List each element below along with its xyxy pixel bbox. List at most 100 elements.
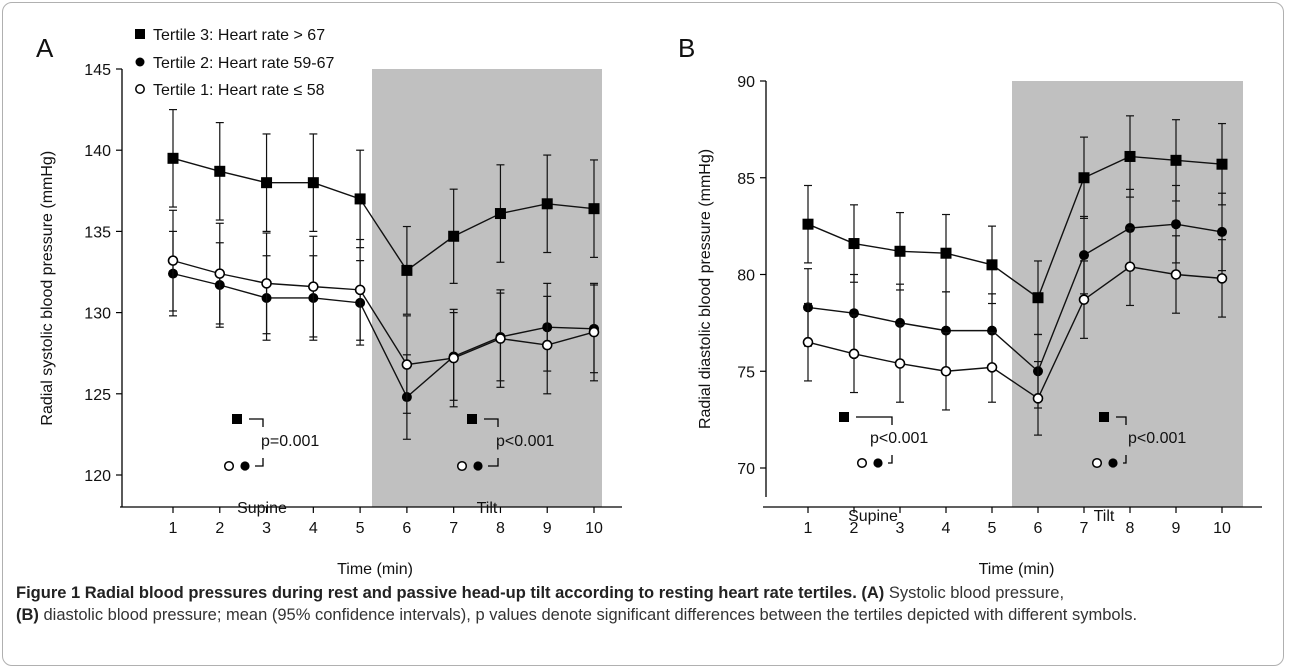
data-point xyxy=(588,203,600,215)
y-tick-label: 80 xyxy=(737,268,755,285)
data-point xyxy=(401,359,413,370)
data-point xyxy=(167,255,179,266)
data-point xyxy=(848,348,860,360)
y-tick-label: 120 xyxy=(84,468,111,485)
x-tick-label: 10 xyxy=(585,520,603,537)
y-axis-label: Radial diastolic blood pressure (mmHg) xyxy=(697,149,714,429)
series-line xyxy=(807,223,1223,373)
region-label-supine: Supine xyxy=(237,500,287,517)
annotation-bracket xyxy=(249,418,264,427)
annotation-open-circle-marker xyxy=(456,460,468,472)
data-point xyxy=(214,165,226,177)
x-tick-label: 10 xyxy=(1213,520,1231,537)
annotation-bracket xyxy=(1123,455,1127,464)
data-point xyxy=(261,177,273,189)
data-point xyxy=(495,333,506,344)
chart-panel-a: 120 125 130 135 140 145 1 2 3 4 5 6 7 8 9 10 Time (min) R… xyxy=(36,27,622,578)
annotation-square-marker xyxy=(839,412,849,422)
data-point xyxy=(802,218,814,230)
x-tick-label: 6 xyxy=(1034,520,1043,537)
data-point xyxy=(448,352,459,364)
tilt-shaded-region xyxy=(372,69,602,507)
data-point xyxy=(894,358,906,369)
caption-title: Figure 1 Radial blood pressures during r… xyxy=(16,584,857,602)
annotation-bracket xyxy=(888,455,893,464)
caption-part-b-text: diastolic blood pressure; mean (95% conf… xyxy=(38,606,1138,624)
annotation-open-circle-marker xyxy=(856,457,868,469)
y-tick-label: 85 xyxy=(737,171,755,188)
data-point xyxy=(1078,294,1090,305)
data-point xyxy=(1170,154,1182,166)
y-tick-label: 75 xyxy=(737,364,755,381)
x-tick-label: 3 xyxy=(262,520,271,537)
y-axis-label: Radial systolic blood pressure (mmHg) xyxy=(39,151,56,426)
x-tick-label: 4 xyxy=(942,520,951,537)
p-value-annotation: p<0.001 xyxy=(839,412,928,469)
caption-part-a-label: (A) xyxy=(861,584,885,602)
x-tick-label: 9 xyxy=(543,520,552,537)
y-tick-label: 130 xyxy=(84,306,111,323)
x-tick-label: 1 xyxy=(169,520,178,537)
x-tick-label: 3 xyxy=(896,520,905,537)
annotation-bracket xyxy=(856,416,893,425)
annotation-bracket xyxy=(255,458,264,467)
legend-entry-label: Tertile 3: Heart rate > 67 xyxy=(153,27,325,44)
legend-square-marker xyxy=(135,29,145,39)
data-point xyxy=(214,268,226,279)
annotation-bracket xyxy=(1116,416,1127,425)
series-tertile-1 xyxy=(802,227,1228,436)
data-point xyxy=(1124,150,1136,162)
data-point xyxy=(1171,219,1181,230)
y-tick-label: 70 xyxy=(737,461,755,478)
data-point xyxy=(448,230,460,242)
data-point xyxy=(167,152,179,164)
annotation-bracket xyxy=(488,458,499,467)
panel-label: B xyxy=(678,33,695,63)
x-tick-label: 8 xyxy=(1126,520,1135,537)
data-point xyxy=(802,336,814,348)
legend-entry-label: Tertile 2: Heart rate 59-67 xyxy=(153,55,335,72)
annotation-filled-circle-marker xyxy=(1108,458,1118,468)
panel-label: A xyxy=(36,33,54,63)
data-point xyxy=(894,245,906,257)
x-tick-label: 2 xyxy=(215,520,224,537)
x-tick-label: 7 xyxy=(449,520,458,537)
data-point xyxy=(1217,226,1227,237)
annotation-square-marker xyxy=(1099,412,1109,422)
data-point xyxy=(1032,393,1044,404)
data-point xyxy=(986,259,998,271)
x-axis-label: Time (min) xyxy=(337,561,413,578)
x-tick-label: 5 xyxy=(988,520,997,537)
p-value-label: p<0.001 xyxy=(870,430,928,447)
x-tick-label: 5 xyxy=(356,520,365,537)
data-point xyxy=(354,193,366,205)
series-tertile-1 xyxy=(167,209,600,414)
series-tertile-3 xyxy=(167,108,600,315)
data-point xyxy=(1124,261,1136,273)
data-point xyxy=(986,362,998,373)
p-value-label: p<0.001 xyxy=(496,433,554,450)
series-line xyxy=(807,266,1223,400)
series-line xyxy=(172,259,595,366)
region-label-tilt: Tilt xyxy=(477,500,498,517)
data-point xyxy=(308,281,319,292)
x-tick-label: 2 xyxy=(850,520,859,537)
x-tick-label: 4 xyxy=(309,520,318,537)
x-tick-label: 7 xyxy=(1080,520,1089,537)
data-point xyxy=(1078,172,1090,184)
data-point xyxy=(1216,273,1228,284)
data-point xyxy=(494,208,506,220)
p-value-annotation: p<0.001 xyxy=(1091,412,1186,469)
data-point xyxy=(940,365,952,377)
y-tick-label: 140 xyxy=(84,143,111,160)
x-tick-label: 6 xyxy=(402,520,411,537)
data-point xyxy=(1079,250,1089,261)
p-value-label: p=0.001 xyxy=(261,433,319,450)
annotation-filled-circle-marker xyxy=(473,461,483,471)
series-line xyxy=(172,157,595,272)
annotation-square-marker xyxy=(232,414,242,424)
data-point xyxy=(401,264,413,276)
x-tick-label: 9 xyxy=(1172,520,1181,537)
data-point xyxy=(541,339,553,351)
